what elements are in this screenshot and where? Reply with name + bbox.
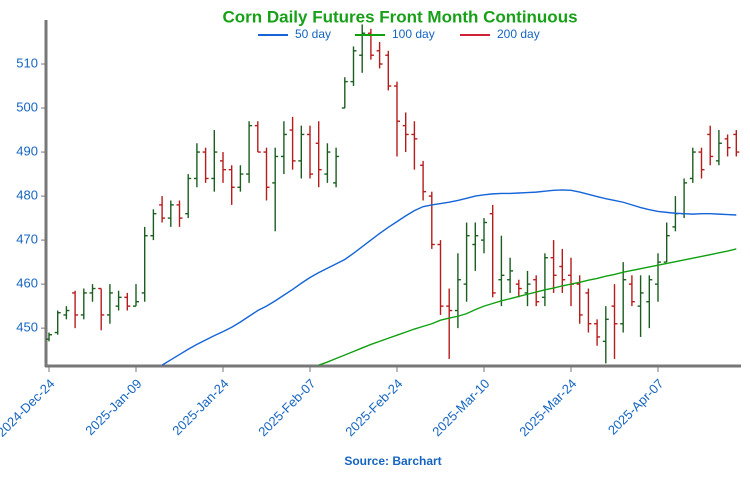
ma-line	[318, 248, 737, 366]
y-tick-label: 450	[16, 320, 38, 335]
y-tick-label: 510	[16, 55, 38, 70]
y-tick-label: 500	[16, 99, 38, 114]
legend-label: 50 day	[295, 27, 331, 41]
legend-label: 200 day	[497, 27, 540, 41]
y-tick-label: 490	[16, 143, 38, 158]
x-tick-label: 2025-Mar-24	[516, 376, 579, 439]
y-tick-label: 470	[16, 232, 38, 247]
x-tick-label: 2025-Feb-07	[255, 376, 318, 439]
chart-title: Corn Daily Futures Front Month Continuou…	[222, 7, 577, 26]
x-tick-label: 2025-Apr-07	[605, 376, 667, 438]
y-tick-label: 460	[16, 276, 38, 291]
x-tick-label: 2025-Jan-24	[169, 376, 231, 438]
ma-line	[161, 189, 737, 366]
x-tick-label: 2025-Feb-24	[342, 376, 405, 439]
legend-label: 100 day	[392, 27, 435, 41]
source: Source: Barchart	[344, 454, 441, 468]
x-tick-label: 2024-Dec-24	[0, 376, 58, 440]
y-tick-label: 480	[16, 188, 38, 203]
x-tick-label: 2025-Jan-09	[82, 376, 144, 438]
x-tick-label: 2025-Mar-10	[429, 376, 492, 439]
